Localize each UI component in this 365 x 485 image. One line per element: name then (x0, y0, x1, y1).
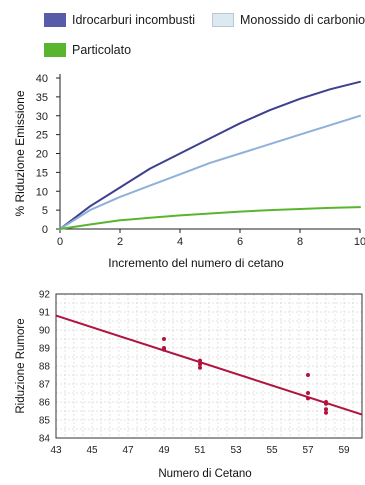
y-tick-label: 15 (36, 167, 48, 179)
data-point (198, 362, 202, 367)
x-tick-label: 53 (230, 445, 242, 456)
x-axis-title: Incremento del numero di cetano (108, 256, 284, 270)
x-tick-label: 51 (194, 445, 206, 456)
x-tick-label: 49 (158, 445, 170, 456)
legend-item-carbon-monoxide: Monossido di carbonio (212, 10, 365, 30)
y-tick-label: 84 (39, 434, 51, 445)
y-axis-title: Riduzione Rumore (15, 318, 27, 413)
y-tick-label: 86 (39, 398, 51, 409)
x-tick-label: 43 (50, 445, 62, 456)
y-tick-label: 10 (36, 186, 48, 198)
particulate-line (59, 206, 361, 230)
trend-line (55, 314, 363, 416)
data-point (162, 337, 166, 341)
data-point (306, 396, 310, 401)
y-tick-label: 90 (39, 326, 51, 337)
legend-swatch-carbon-monoxide (212, 13, 234, 27)
x-tick-label: 45 (86, 445, 98, 456)
y-tick-label: 92 (39, 290, 51, 301)
y-tick-label: 89 (39, 344, 51, 355)
legend-item-hydrocarbons: Idrocarburi incombusti (44, 10, 195, 30)
y-tick-label: 5 (42, 205, 48, 217)
data-point (324, 410, 328, 415)
y-tick-label: 85 (39, 416, 51, 427)
emission-reduction-chart: 0 5 10 15 20 25 30 35 40 0 2 4 6 8 10 Incremento del nu… (13, 73, 365, 270)
y-axis-title: % Riduzione Emissione (13, 90, 27, 216)
x-tick-label: 6 (237, 236, 243, 248)
x-tick-label: 47 (122, 445, 134, 456)
noise-reduction-chart: 84 85 86 87 88 89 90 91 92 43 45 47 49 51 53 55 57 59 Nume… (15, 290, 363, 480)
hydrocarbons-line (59, 80, 361, 230)
y-tick-label: 87 (39, 380, 51, 391)
data-point (198, 358, 202, 363)
x-tick-label: 8 (297, 236, 303, 248)
legend-label-hydrocarbons: Idrocarburi incombusti (72, 13, 195, 27)
x-tick-label: 57 (302, 445, 314, 456)
y-tick-label: 35 (36, 92, 48, 104)
y-tick-label: 0 (42, 224, 48, 236)
data-point (324, 401, 328, 406)
x-tick-label: 59 (338, 445, 350, 456)
x-tick-label: 4 (177, 236, 183, 248)
y-tick-label: 40 (36, 73, 48, 85)
carbon-monoxide-line (59, 114, 361, 230)
legend-item-particulate: Particolato (44, 40, 131, 60)
data-point (306, 391, 310, 395)
legend-swatch-particulate (44, 43, 66, 57)
x-tick-label: 0 (57, 236, 63, 248)
legend-label-particulate: Particolato (72, 43, 132, 57)
data-point (324, 407, 328, 412)
plot-frame (55, 293, 363, 439)
x-tick-label: 2 (117, 236, 123, 248)
y-tick-label: 88 (39, 362, 51, 373)
legend-label-carbon-monoxide: Monossido di carbonio (240, 13, 365, 27)
legend: Idrocarburi incombusti Monossido di carb… (0, 0, 365, 70)
y-tick-label: 30 (36, 111, 48, 123)
y-tick-label: 91 (39, 308, 51, 319)
data-point (198, 365, 202, 370)
x-tick-label: 10 (354, 236, 365, 248)
x-axis-title: Numero di Cetano (158, 468, 251, 480)
data-point (306, 373, 310, 377)
legend-swatch-hydrocarbons (44, 13, 66, 27)
y-tick-label: 20 (36, 149, 48, 161)
y-tick-label: 25 (36, 130, 48, 142)
x-tick-label: 55 (266, 445, 278, 456)
data-point (162, 347, 166, 352)
